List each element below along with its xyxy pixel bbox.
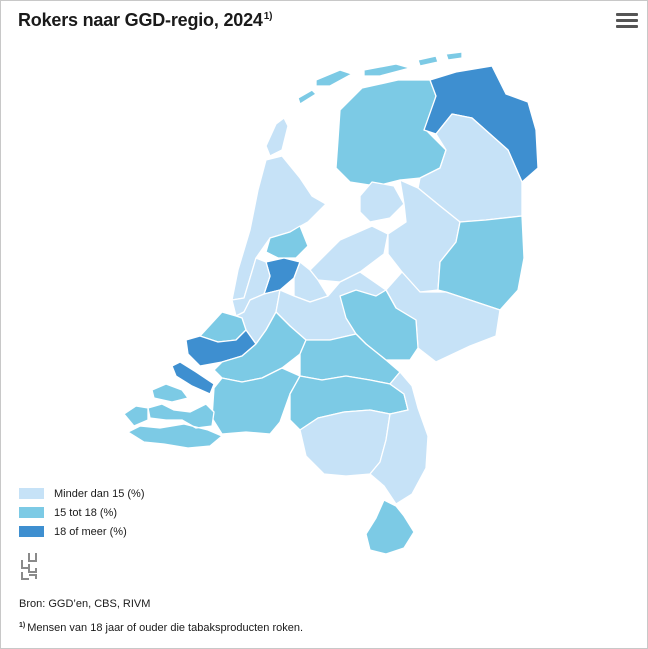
region-zeeland[interactable] [123,383,223,449]
legend-item-mid[interactable]: 15 tot 18 (%) [19,503,145,522]
legend-swatch-low [19,488,44,499]
legend-item-low[interactable]: Minder dan 15 (%) [19,484,145,503]
menu-bar [616,13,638,16]
title-text: Rokers naar GGD-regio, 2024 [18,10,263,30]
region-zuid-limburg[interactable] [365,499,415,555]
title-footnote-marker: 1) [263,11,273,22]
legend-item-high[interactable]: 18 of meer (%) [19,522,145,541]
footnote-text: Mensen van 18 jaar of ouder die tabakspr… [27,622,304,634]
region-texel[interactable] [265,117,289,157]
hamburger-menu-icon[interactable] [616,13,638,31]
legend-label-low: Minder dan 15 (%) [54,487,145,500]
legend-label-high: 18 of meer (%) [54,525,127,538]
menu-bar [616,19,638,22]
legend-swatch-high [19,526,44,537]
legend-label-mid: 15 tot 18 (%) [54,506,117,519]
region-waddeneilanden[interactable] [297,51,463,105]
footnote-marker: 1) [19,622,26,629]
menu-bar [616,25,638,28]
chart-title: Rokers naar GGD-regio, 20241) [18,10,272,31]
cbs-logo [21,553,37,580]
footnote: 1) Mensen van 18 jaar of ouder die tabaks… [19,622,303,634]
region-flevoland[interactable] [309,181,405,283]
region-fryslan[interactable] [335,79,447,187]
region-limburg-noord[interactable] [369,371,429,505]
legend: Minder dan 15 (%) 15 tot 18 (%) 18 of me… [19,484,145,541]
source-note: Bron: GGD’en, CBS, RIVM [19,598,151,610]
region-goeree-overflakkee[interactable] [171,361,215,395]
region-zaanstreek-waterland[interactable] [265,225,309,259]
region-ijsselland[interactable] [387,179,461,293]
legend-swatch-mid [19,507,44,518]
